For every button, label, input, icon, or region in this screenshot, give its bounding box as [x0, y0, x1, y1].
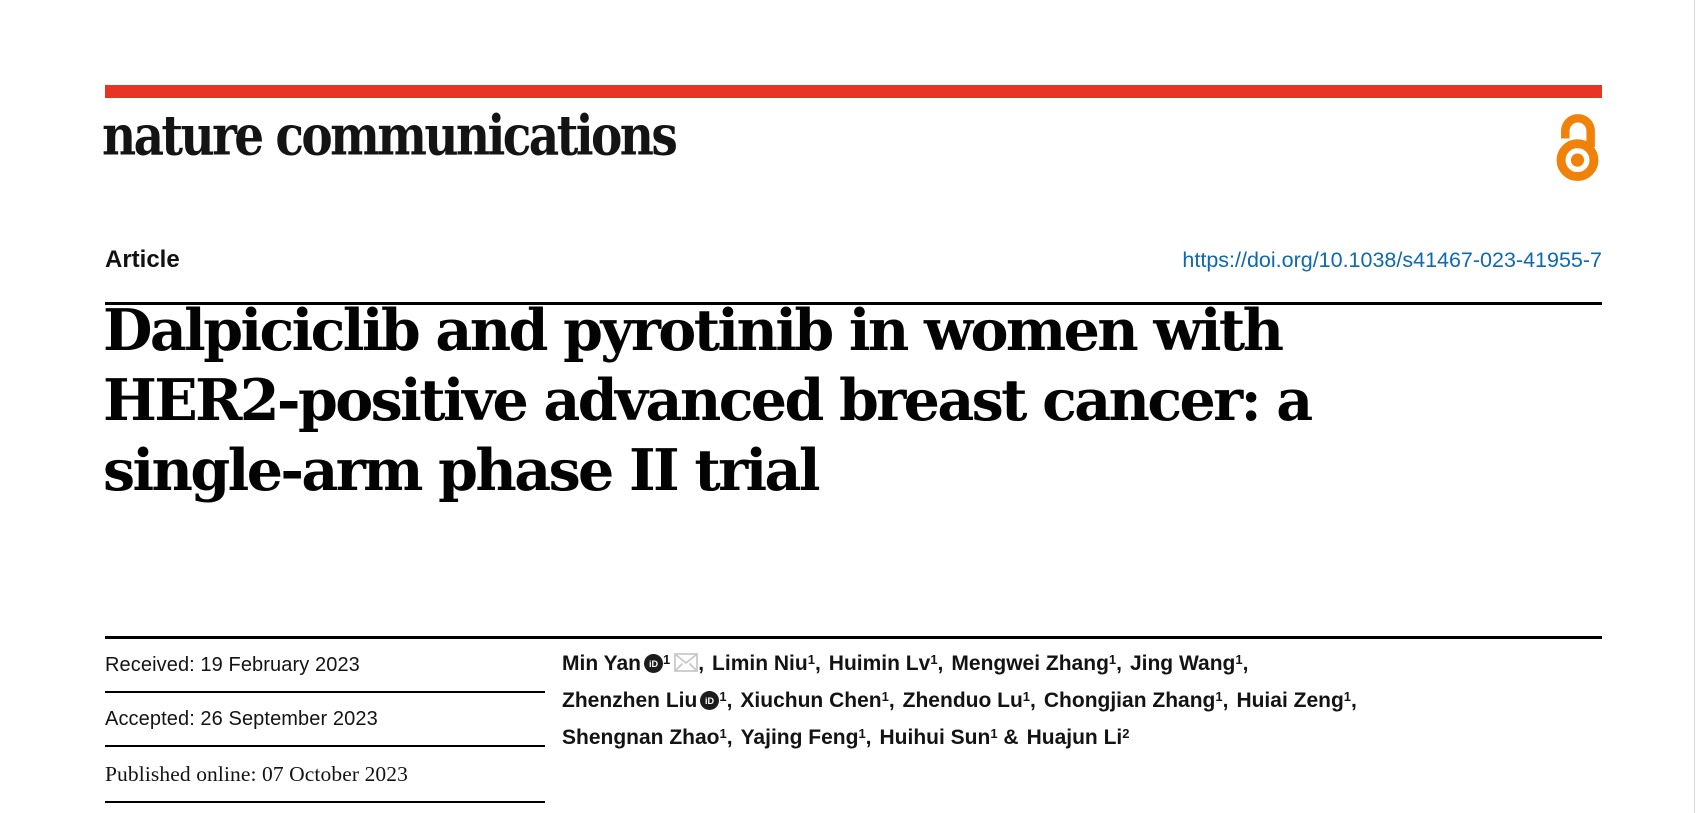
author-name: Jing Wang: [1129, 652, 1236, 675]
author-separator: ,: [937, 652, 944, 675]
doi-link[interactable]: https://doi.org/10.1038/s41467-023-41955…: [1182, 248, 1602, 272]
author: Huiai Zeng1,: [1236, 682, 1356, 719]
affiliation-superscript: 1: [662, 652, 671, 667]
article-meta-row: Article https://doi.org/10.1038/s41467-0…: [105, 244, 1602, 278]
author: Huihui Sun1 &: [880, 719, 1019, 756]
author-separator: ,: [726, 689, 733, 712]
affiliation-superscript: 1: [1343, 689, 1352, 704]
header-divider: [105, 302, 1602, 305]
affiliation-superscript: 1: [1215, 689, 1223, 704]
author: Mengwei Zhang1,: [951, 645, 1122, 682]
published-date-row: Published online: 07 October 2023: [105, 747, 545, 803]
author: Zhenzhen Liu iD 1,: [562, 682, 732, 719]
article-type-label: Article: [105, 246, 180, 273]
title-line-2: HER2-positive advanced breast cancer: a: [103, 367, 1313, 434]
received-label: Received:: [105, 654, 195, 676]
author-separator: &: [997, 726, 1019, 749]
page-title: Dalpiciclib and pyrotinib in women with …: [103, 296, 1523, 506]
author-separator: ,: [698, 652, 705, 675]
author-separator: ,: [1116, 652, 1122, 675]
title-line-1: Dalpiciclib and pyrotinib in women with: [103, 297, 1284, 364]
article-history: Received: 19 February 2023 Accepted: 26 …: [105, 639, 545, 803]
affiliation-superscript: 1: [1235, 652, 1243, 667]
author-name: Min Yan: [562, 652, 641, 675]
author: Limin Niu1,: [712, 645, 821, 682]
affiliation-superscript: 1: [807, 652, 815, 667]
author: Zhenduo Lu1,: [903, 682, 1036, 719]
author-list: Min Yan iD 1, Limin Niu1, Huimin Lv1, Mengwei…: [562, 645, 1622, 756]
author-separator: ,: [1030, 689, 1036, 712]
affiliation-superscript: 2: [1122, 726, 1130, 741]
affiliation-superscript: 1: [930, 652, 938, 667]
accepted-value: 26 September 2023: [200, 708, 378, 730]
author: Huajun Li2: [1027, 719, 1130, 756]
author: Chongjian Zhang1,: [1044, 682, 1229, 719]
published-label: Published online:: [105, 762, 257, 786]
author-separator: ,: [726, 726, 733, 749]
received-date-row: Received: 19 February 2023: [105, 639, 545, 693]
journal-logo: nature communications: [102, 104, 678, 169]
author-name: Huajun Li: [1026, 726, 1123, 749]
title-line-3: single-arm phase II trial: [103, 437, 821, 504]
affiliation-superscript: 1: [990, 726, 998, 741]
author-name: Huimin Lv: [828, 652, 931, 675]
affiliation-superscript: 1: [1108, 652, 1117, 667]
affiliation-superscript: 1: [719, 689, 727, 704]
author: Min Yan iD 1,: [562, 645, 704, 682]
author-separator: ,: [888, 689, 895, 712]
email-icon[interactable]: [674, 653, 699, 672]
title-body-divider: [105, 636, 1602, 639]
author-separator: ,: [865, 726, 872, 749]
author-separator: ,: [1222, 689, 1229, 712]
affiliation-superscript: 1: [858, 726, 866, 741]
brand-red-bar: [105, 85, 1602, 98]
author-name: Shengnan Zhao: [562, 726, 720, 749]
open-access-icon: [1556, 114, 1599, 182]
author-name: Xiuchun Chen: [740, 689, 882, 712]
accepted-label: Accepted:: [105, 708, 195, 730]
author: Jing Wang1,: [1130, 645, 1248, 682]
svg-text:iD: iD: [705, 696, 715, 706]
affiliation-superscript: 1: [881, 689, 889, 704]
orcid-icon[interactable]: iD: [700, 691, 720, 710]
author-separator: ,: [814, 652, 821, 675]
accepted-date-row: Accepted: 26 September 2023: [105, 693, 545, 747]
author-name: Zhenzhen Liu: [562, 689, 698, 712]
author-name: Limin Niu: [712, 652, 808, 675]
author: Yajing Feng1,: [741, 719, 872, 756]
author-separator: ,: [1351, 689, 1357, 712]
author-name: Chongjian Zhang: [1043, 689, 1216, 712]
affiliation-superscript: 1: [719, 726, 727, 741]
author: Shengnan Zhao1,: [562, 719, 733, 756]
author: Huimin Lv1,: [829, 645, 944, 682]
page-right-edge: [1694, 0, 1695, 813]
affiliation-superscript: 1: [1022, 689, 1031, 704]
orcid-icon[interactable]: iD: [643, 654, 663, 673]
author-name: Huiai Zeng: [1236, 689, 1344, 712]
author-name: Huihui Sun: [879, 726, 991, 749]
author-separator: ,: [1242, 652, 1249, 675]
author: Xiuchun Chen1,: [740, 682, 894, 719]
author-name: Zhenduo Lu: [902, 689, 1023, 712]
published-value: 07 October 2023: [261, 762, 408, 786]
author-name: Yajing Feng: [740, 726, 859, 749]
received-value: 19 February 2023: [200, 654, 360, 676]
author-name: Mengwei Zhang: [951, 652, 1109, 675]
svg-text:iD: iD: [649, 659, 659, 669]
